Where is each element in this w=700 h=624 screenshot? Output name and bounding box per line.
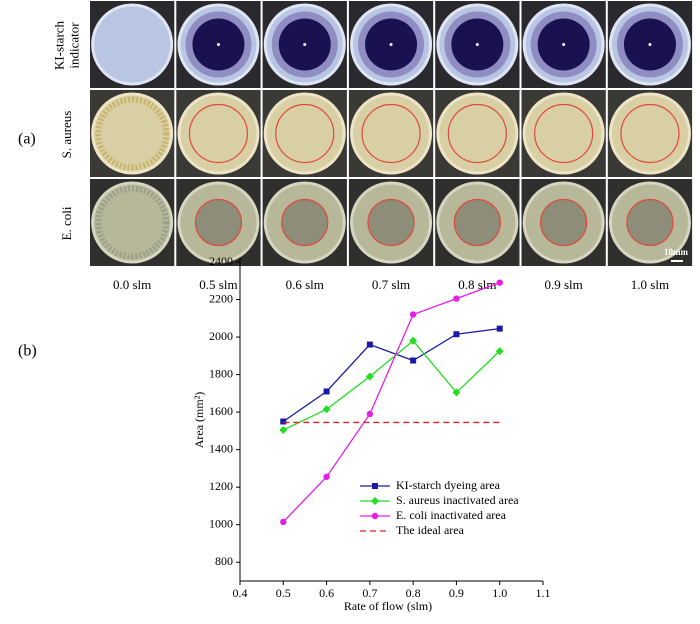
column-label: 0.0 slm bbox=[113, 277, 151, 292]
dish-agar bbox=[266, 95, 343, 172]
inactivated-zone bbox=[454, 199, 501, 246]
dish-agar bbox=[525, 95, 602, 172]
pin bbox=[303, 43, 307, 46]
marker bbox=[496, 325, 503, 332]
column-label: 0.5 slm bbox=[199, 277, 237, 292]
dish-agar bbox=[353, 95, 430, 172]
y-axis-label: Area (mm²) bbox=[192, 392, 206, 449]
colonies bbox=[95, 185, 170, 260]
pin bbox=[562, 43, 566, 46]
y-tick-label: 2200 bbox=[209, 291, 233, 305]
y-tick-label: 2000 bbox=[209, 329, 233, 343]
x-tick-label: 1.0 bbox=[492, 586, 507, 600]
zone-outline bbox=[620, 103, 680, 164]
legend-label: E. coli inactivated area bbox=[396, 508, 507, 522]
marker bbox=[496, 279, 503, 286]
marker bbox=[372, 483, 378, 489]
zone-outline bbox=[534, 103, 594, 164]
legend-label: S. aureus inactivated area bbox=[396, 493, 519, 507]
inactivated-zone bbox=[626, 199, 673, 246]
inactivated-zone bbox=[368, 199, 415, 246]
zone-outline bbox=[281, 198, 329, 247]
marker bbox=[371, 512, 379, 520]
zone-outline bbox=[275, 103, 335, 164]
marker bbox=[452, 388, 461, 397]
column-label: 0.8 slm bbox=[458, 277, 496, 292]
marker bbox=[409, 336, 418, 345]
pin bbox=[389, 43, 393, 46]
marker bbox=[410, 357, 417, 364]
panel-label: (b) bbox=[18, 343, 37, 360]
zone-outline bbox=[367, 198, 415, 247]
zone-outline bbox=[188, 103, 249, 164]
row-label: indicator bbox=[66, 22, 81, 69]
marker bbox=[366, 341, 373, 348]
series-line bbox=[282, 282, 500, 523]
x-tick-label: 0.5 bbox=[276, 586, 291, 600]
dish-agar bbox=[94, 95, 171, 172]
y-tick-label: 1600 bbox=[209, 404, 233, 418]
column-label: 0.9 slm bbox=[545, 277, 583, 292]
row-label: E. coli bbox=[59, 206, 74, 240]
x-tick-label: 1.1 bbox=[536, 586, 551, 600]
series-line bbox=[283, 339, 501, 431]
marker bbox=[409, 311, 417, 318]
zone-outline bbox=[453, 198, 501, 247]
x-tick-label: 0.9 bbox=[449, 586, 464, 600]
dish-agar bbox=[611, 95, 688, 172]
marker bbox=[280, 518, 287, 526]
scale-bar-label: 10mm bbox=[664, 247, 688, 257]
y-tick-label: 800 bbox=[215, 554, 233, 568]
marker bbox=[279, 425, 288, 434]
marker bbox=[453, 295, 460, 302]
zone-outline bbox=[540, 198, 588, 247]
panel-label: (a) bbox=[18, 131, 36, 148]
marker bbox=[323, 388, 330, 395]
x-tick-label: 0.7 bbox=[362, 586, 377, 600]
dish-agar bbox=[94, 6, 171, 83]
legend-label: KI-starch dyeing area bbox=[396, 478, 501, 492]
zone-outline bbox=[361, 103, 421, 164]
y-tick-label: 2400 bbox=[209, 254, 233, 268]
inactivated-zone bbox=[195, 199, 242, 246]
marker bbox=[366, 410, 374, 418]
column-label: 0.7 slm bbox=[372, 277, 410, 292]
marker bbox=[453, 331, 460, 338]
column-label: 1.0 slm bbox=[631, 277, 669, 292]
row-label: S. aureus bbox=[59, 111, 74, 159]
legend-label: The ideal area bbox=[396, 523, 465, 537]
x-axis-label: Rate of flow (slm) bbox=[344, 599, 432, 613]
marker bbox=[280, 418, 287, 425]
row-label: KI-starch bbox=[51, 20, 66, 70]
y-tick-label: 1200 bbox=[209, 479, 233, 493]
zone-outline bbox=[194, 198, 243, 247]
dish-agar bbox=[180, 95, 257, 172]
inactivated-zone bbox=[540, 199, 587, 246]
x-tick-label: 0.6 bbox=[319, 586, 334, 600]
zone-outline bbox=[626, 198, 674, 247]
zone-outline bbox=[447, 103, 507, 164]
pin bbox=[475, 43, 479, 46]
pin bbox=[648, 43, 652, 46]
x-tick-label: 0.8 bbox=[406, 586, 421, 600]
y-tick-label: 1800 bbox=[209, 366, 233, 380]
y-tick-label: 1000 bbox=[209, 516, 233, 530]
x-tick-label: 0.4 bbox=[233, 586, 248, 600]
colonies bbox=[95, 96, 170, 171]
marker bbox=[323, 473, 330, 481]
column-label: 0.6 slm bbox=[286, 277, 324, 292]
marker bbox=[365, 372, 374, 381]
series-line bbox=[282, 327, 500, 423]
dish-agar bbox=[94, 184, 171, 261]
marker bbox=[371, 497, 379, 505]
pin bbox=[216, 43, 220, 46]
dish-agar bbox=[439, 95, 516, 172]
marker bbox=[495, 347, 504, 356]
inactivated-zone bbox=[281, 199, 328, 246]
marker bbox=[322, 405, 331, 414]
y-tick-label: 1400 bbox=[209, 441, 233, 455]
